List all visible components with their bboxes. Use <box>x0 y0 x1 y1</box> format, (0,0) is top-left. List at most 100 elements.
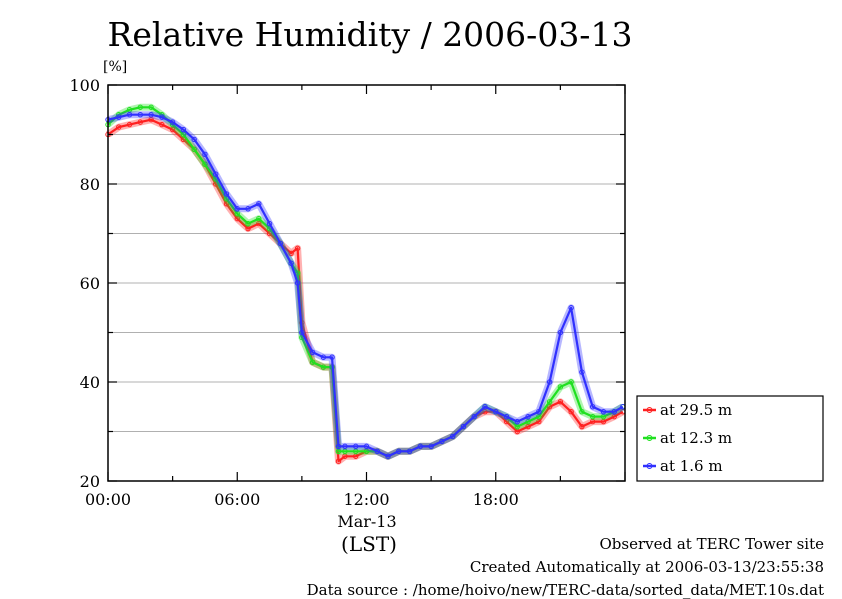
tick-labels: 20 40 60 80 100 00:00 06:00 12:00 18:00 <box>69 76 518 509</box>
series-point-1 <box>202 161 208 167</box>
series-point-2 <box>579 369 585 375</box>
y-tick-label: 20 <box>80 472 100 491</box>
series-point-0 <box>266 230 273 237</box>
series-point-2 <box>589 404 596 410</box>
series-point-0 <box>169 126 176 133</box>
series-point-1 <box>309 359 316 365</box>
series-point-0 <box>342 453 348 459</box>
series-point-2 <box>294 280 301 286</box>
series-point-1 <box>342 448 348 454</box>
series-point-2 <box>213 171 219 177</box>
series-point-2 <box>191 136 197 143</box>
series-point-0 <box>148 116 154 123</box>
series-point-2 <box>288 260 294 266</box>
legend-marker-1 <box>646 435 653 441</box>
series-point-2 <box>159 114 165 120</box>
series-point-1 <box>223 196 230 202</box>
series-point-1 <box>546 399 553 405</box>
series-point-2 <box>557 329 564 336</box>
series-point-2 <box>148 112 154 118</box>
series-point-1 <box>514 423 520 430</box>
series-point-2 <box>374 448 380 454</box>
series-point-1 <box>335 448 342 454</box>
legend-marker-2 <box>646 463 653 469</box>
legend-label-2: at 1.6 m <box>660 457 723 475</box>
series-point-0 <box>611 413 617 420</box>
series-point-2 <box>116 114 122 120</box>
x-tick-label: 06:00 <box>214 490 260 509</box>
series-point-2 <box>180 126 187 133</box>
series-point-1 <box>234 211 240 217</box>
series-point-1 <box>353 448 359 454</box>
series-point-0 <box>600 418 607 425</box>
series-point-2 <box>525 413 531 420</box>
series-point-2 <box>309 349 316 355</box>
series-point-2 <box>493 409 499 415</box>
legend: at 29.5 m at 12.3 m at 1.6 m <box>636 395 824 482</box>
legend-label-0: at 29.5 m <box>660 401 732 419</box>
legend-box <box>636 395 824 482</box>
y-tick-label: 80 <box>80 175 100 194</box>
legend-label-1: at 12.3 m <box>660 429 732 447</box>
series-point-0 <box>579 423 585 430</box>
series-point-2 <box>514 418 520 425</box>
series-point-0 <box>503 418 510 425</box>
series-point-2 <box>137 112 144 118</box>
x-axis-date-label: Mar-13 <box>337 512 396 531</box>
series-point-0 <box>234 215 240 222</box>
series-point-2 <box>417 443 424 450</box>
series-point-2 <box>245 206 251 212</box>
series-point-1 <box>568 379 574 385</box>
series-point-2 <box>471 413 477 420</box>
series-point-2 <box>536 409 542 415</box>
x-tick-label: 18:00 <box>473 490 519 509</box>
series-point-2 <box>202 151 208 158</box>
series-point-0 <box>180 136 187 143</box>
series-point-2 <box>449 433 456 440</box>
series-point-0 <box>536 418 542 425</box>
series-point-0 <box>568 409 574 415</box>
series-point-2 <box>256 201 262 207</box>
series-point-2 <box>428 443 434 450</box>
series-point-1 <box>320 364 327 370</box>
series-point-1 <box>191 146 197 153</box>
series-point-2 <box>611 409 617 415</box>
series-point-0 <box>335 458 342 464</box>
series-point-1 <box>180 131 187 138</box>
series-point-0 <box>159 121 165 128</box>
series-point-0 <box>294 245 301 252</box>
series-point-1 <box>148 104 154 110</box>
footer-data-source: Data source : /home/hoivo/new/TERC-data/… <box>306 581 824 599</box>
series-point-0 <box>525 423 531 430</box>
legend-marker-0 <box>646 407 653 413</box>
series-point-1 <box>589 413 596 420</box>
series-point-2 <box>329 354 335 360</box>
y-axis-unit-label: [%] <box>103 59 127 75</box>
series-point-0 <box>245 225 251 232</box>
series-point-1 <box>600 413 607 420</box>
series-point-2 <box>234 206 240 212</box>
series-point-0 <box>126 121 133 128</box>
x-tick-label: 12:00 <box>343 490 389 509</box>
series-point-2 <box>568 305 574 311</box>
series-point-0 <box>256 220 262 227</box>
series-point-1 <box>536 413 542 420</box>
series-point-2 <box>126 112 133 118</box>
series-point-0 <box>116 124 122 130</box>
series-lines <box>105 103 626 465</box>
series-point-0 <box>514 428 520 435</box>
series-point-2 <box>223 191 230 197</box>
series-point-2 <box>353 443 359 450</box>
axis-ticks <box>107 84 626 482</box>
series-point-0 <box>223 201 230 207</box>
series-point-0 <box>288 250 294 257</box>
grid <box>108 134 625 432</box>
series-point-1 <box>557 384 564 390</box>
x-axis-label: (LST) <box>341 532 397 556</box>
series-point-1 <box>525 418 531 425</box>
series-point-2 <box>169 119 176 125</box>
y-tick-label: 100 <box>69 76 100 95</box>
series-point-2 <box>299 329 305 336</box>
series-point-0 <box>589 418 596 425</box>
